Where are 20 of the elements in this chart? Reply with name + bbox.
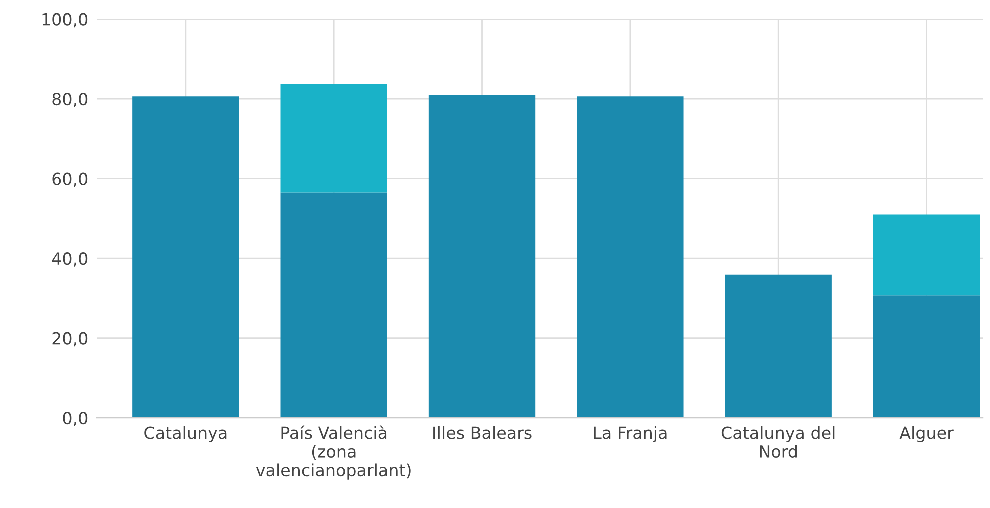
- bar: [725, 274, 832, 418]
- bar: [280, 84, 388, 193]
- x-tick-label: Catalunya del Nord: [722, 426, 835, 458]
- y-tick-label: 80,0: [52, 93, 88, 108]
- bar: [577, 96, 684, 418]
- bar: [873, 214, 980, 296]
- x-tick-label: Catalunya: [144, 426, 227, 443]
- bar: [280, 192, 388, 418]
- x-tick-label: Alguer: [900, 426, 954, 443]
- y-tick-label: 20,0: [52, 332, 88, 347]
- y-tick-label: 40,0: [52, 252, 88, 267]
- bar: [873, 296, 980, 418]
- y-tick-label: 60,0: [52, 172, 88, 188]
- y-tick-label: 0,0: [63, 412, 88, 426]
- bar: [132, 96, 240, 418]
- x-tick-label: País Valencià (zona valencianoparlant): [256, 426, 411, 480]
- x-tick-label: La Franja: [594, 426, 667, 443]
- x-tick-label: Illes Balears: [434, 426, 532, 440]
- bar: [428, 95, 536, 418]
- y-tick-label: 100,0: [42, 13, 88, 28]
